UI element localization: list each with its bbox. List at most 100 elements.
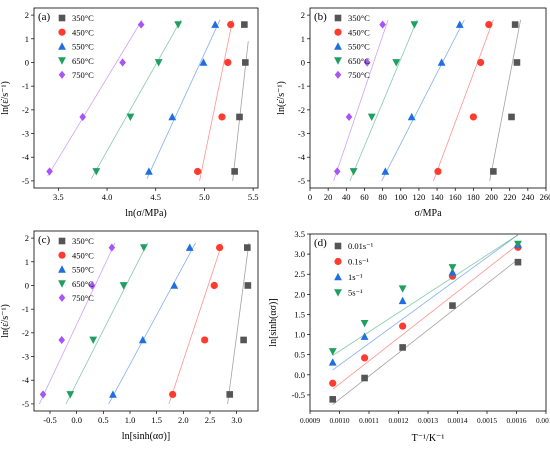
x-tick-label: 20 (324, 192, 333, 202)
y-tick-label: 1.0 (294, 330, 305, 340)
data-point (241, 21, 248, 28)
x-tick-label: 0.0 (71, 415, 82, 425)
legend-label: 650°C (348, 56, 370, 66)
data-point (399, 322, 407, 330)
legend-marker (58, 70, 66, 79)
fit-line (433, 19, 494, 182)
data-point (399, 344, 406, 351)
fit-line (381, 19, 465, 182)
data-point (328, 358, 337, 366)
x-tick-label: 0.0012 (388, 416, 408, 425)
data-point (514, 240, 522, 249)
y-tick-label: 2.5 (294, 269, 305, 279)
x-tick-label: 60 (360, 192, 369, 202)
data-point (434, 167, 442, 176)
legend: 350°C 450°C 550°C 650°C 750°C (58, 236, 94, 303)
y-tick-label: -4 (22, 375, 30, 385)
legend-marker (334, 42, 342, 50)
data-point (449, 302, 456, 309)
legend-label: 750°C (348, 70, 370, 80)
y-tick-label: 0 (25, 280, 29, 290)
legend-label: 0.01s⁻¹ (348, 241, 374, 251)
x-tick-label: 240 (521, 192, 534, 202)
data-point (170, 281, 179, 289)
y-tick-label: -0.5 (292, 390, 305, 400)
legend-marker (334, 272, 342, 281)
legend-label: 750°C (72, 293, 94, 303)
data-point (216, 243, 224, 252)
fit-line (332, 234, 519, 371)
y-tick-label: -5 (298, 176, 305, 186)
panel-label: (b) (314, 11, 327, 23)
x-tick-label: 4.5 (150, 192, 161, 202)
y-tick-label: -2 (22, 328, 29, 338)
data-point (437, 58, 446, 66)
data-point (88, 281, 96, 290)
data-point (231, 168, 238, 175)
x-tick-label: 2.0 (178, 415, 189, 425)
x-tick-label: -0.5 (43, 415, 56, 425)
fit-line (227, 242, 250, 404)
legend-marker (334, 289, 342, 297)
y-tick-label: -1 (22, 304, 29, 314)
data-point (398, 296, 407, 305)
x-tick-label: 0 (308, 192, 312, 202)
data-point (66, 391, 75, 399)
legend-label: 650°C (72, 279, 94, 289)
data-point (469, 113, 477, 121)
x-tick-label: 200 (485, 192, 498, 202)
data-point (218, 113, 226, 121)
fit-line (489, 19, 521, 181)
y-tick-label: 3.0 (294, 249, 305, 259)
x-axis-label: σ/MPa (414, 208, 442, 219)
data-point (392, 59, 401, 67)
legend-marker (58, 57, 66, 65)
y-tick-label: -3 (298, 129, 305, 139)
x-tick-label: 1.0 (125, 415, 136, 425)
legend-label: 350°C (72, 236, 94, 246)
legend-marker (58, 293, 66, 302)
data-point (360, 320, 369, 328)
x-tick-label: 0.0011 (359, 416, 379, 425)
fit-line (91, 19, 182, 179)
data-point (398, 285, 407, 293)
data-point (210, 281, 218, 290)
x-tick-label: 4.0 (102, 192, 113, 202)
data-point (46, 167, 53, 176)
data-point (345, 112, 353, 122)
legend-marker (334, 57, 342, 65)
data-point (199, 58, 208, 66)
data-point (485, 20, 493, 29)
legend-label: 450°C (348, 27, 370, 37)
data-point (119, 282, 128, 290)
data-point (329, 379, 337, 387)
data-point (201, 336, 209, 344)
legend-marker (58, 28, 66, 36)
x-axis-label: T⁻¹/K⁻¹ (412, 433, 445, 444)
y-tick-label: 0.0 (294, 370, 305, 380)
chart-panel-2: -0.5 0.0 0.5 1.0 1.5 2.0 2.5 3.0 -5 -4 -3 -2 -1 0 1 2 ln… (0, 230, 259, 442)
plot-frame (33, 230, 259, 412)
y-tick-label: -2 (22, 105, 29, 115)
x-tick-label: 160 (449, 192, 462, 202)
data-point (407, 112, 416, 121)
x-tick-label: 5.5 (248, 192, 259, 202)
legend-marker (334, 257, 342, 266)
data-point (185, 243, 194, 251)
y-tick-label: -3 (22, 129, 29, 139)
legend-marker (334, 14, 342, 22)
legend-label: 0.1s⁻¹ (348, 257, 369, 267)
y-tick-label: 2 (301, 10, 305, 20)
data-point (513, 59, 521, 66)
legend-label: 5s⁻¹ (348, 288, 363, 298)
data-point (92, 168, 101, 176)
data-point (224, 58, 232, 67)
data-point (138, 335, 147, 344)
data-point (381, 167, 390, 175)
fit-line (199, 19, 234, 181)
data-point (240, 336, 247, 344)
data-point (511, 21, 519, 28)
data-point (126, 113, 135, 122)
x-tick-label: 0.0009 (300, 416, 320, 425)
legend-marker (58, 280, 66, 288)
